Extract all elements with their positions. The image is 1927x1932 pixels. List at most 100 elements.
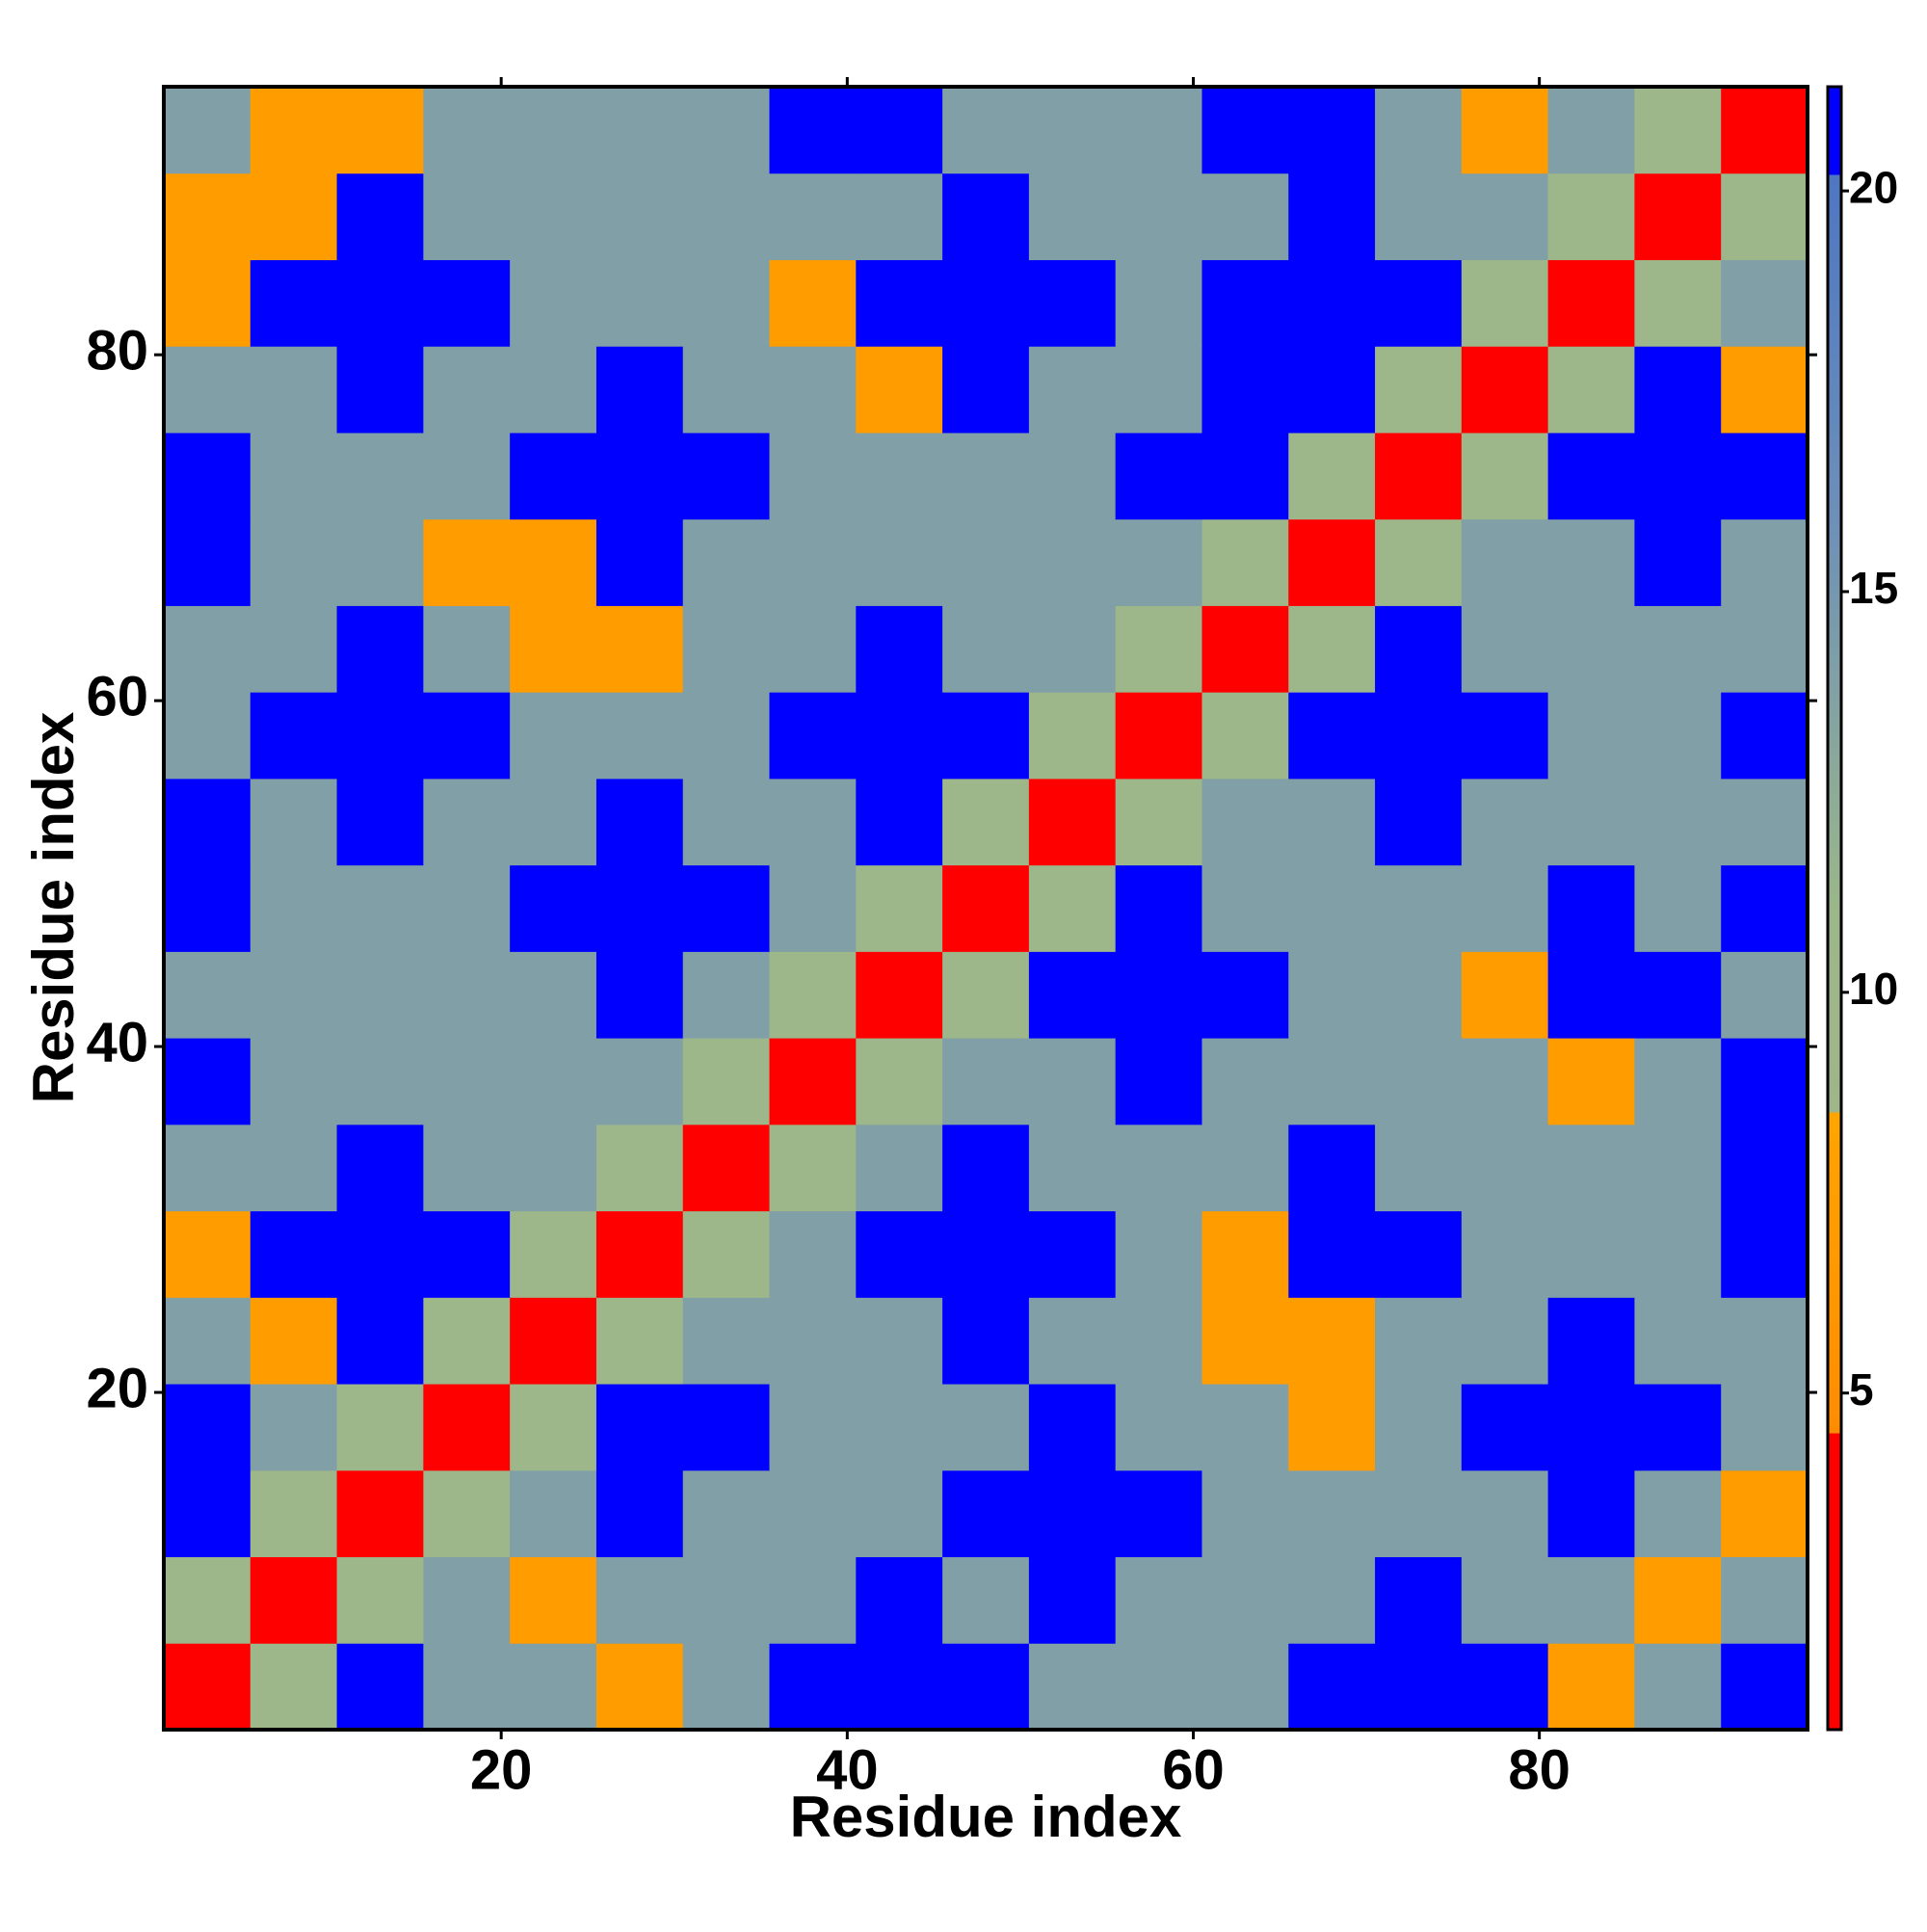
heatmap-cell: [1634, 259, 1722, 347]
heatmap-cell: [1288, 692, 1376, 780]
heatmap-cell: [1288, 172, 1376, 260]
heatmap-cell: [595, 172, 684, 260]
heatmap-cell: [1461, 1643, 1549, 1731]
heatmap-cell: [1201, 605, 1289, 693]
heatmap-cell: [856, 432, 943, 520]
heatmap-cell: [336, 1038, 424, 1125]
heatmap-cell: [1288, 1038, 1376, 1125]
heatmap-cell: [336, 605, 424, 693]
colorbar-tick-label: 15: [1849, 563, 1898, 613]
heatmap-cell: [856, 1469, 943, 1558]
heatmap-cell: [942, 951, 1030, 1039]
heatmap-cell: [1721, 1384, 1808, 1471]
heatmap-cell: [769, 1210, 857, 1298]
heatmap-cell: [1721, 432, 1808, 520]
heatmap-cell: [769, 1643, 857, 1731]
heatmap-cell: [1115, 951, 1202, 1039]
heatmap-cell: [1461, 1124, 1549, 1212]
heatmap-cell: [336, 172, 424, 260]
heatmap-cell: [1634, 1643, 1722, 1731]
heatmap-cell: [595, 1210, 684, 1298]
heatmap-cell: [336, 1210, 424, 1298]
heatmap-cell: [682, 87, 771, 174]
heatmap-cell: [1115, 1124, 1202, 1212]
heatmap-cell: [423, 1038, 511, 1125]
heatmap-cell: [595, 1297, 684, 1385]
heatmap-cell: [682, 172, 771, 260]
heatmap-cell: [769, 1384, 857, 1471]
heatmap-cell: [1115, 259, 1202, 347]
y-tick-label: 80: [86, 320, 148, 383]
heatmap-cell: [1547, 1038, 1635, 1125]
heatmap-cell: [336, 259, 424, 347]
heatmap-cell: [769, 518, 857, 606]
heatmap-cell: [1721, 87, 1808, 174]
heatmap-cell: [1721, 951, 1808, 1039]
heatmap-cell: [1634, 951, 1722, 1039]
heatmap-cell: [856, 1643, 943, 1731]
heatmap-cell: [1547, 778, 1635, 866]
heatmap-cell: [1201, 1210, 1289, 1298]
heatmap-cell: [769, 172, 857, 260]
heatmap-cell: [250, 605, 338, 693]
heatmap-cell: [595, 605, 684, 693]
heatmap-cell: [595, 951, 684, 1039]
x-tick-label: 40: [816, 1738, 879, 1801]
heatmap-cell: [1201, 1384, 1289, 1471]
heatmap-cell: [1547, 518, 1635, 606]
heatmap-cell: [164, 1297, 251, 1385]
heatmap-cell: [423, 518, 511, 606]
y-tick-label: 40: [86, 1011, 148, 1073]
heatmap-cell: [336, 346, 424, 434]
heatmap-cell: [336, 432, 424, 520]
heatmap-cell: [1028, 605, 1117, 693]
heatmap-cell: [1028, 87, 1117, 174]
heatmap-cell: [1288, 87, 1376, 174]
heatmap-cell: [250, 346, 338, 434]
heatmap-cell: [164, 692, 251, 780]
heatmap-cell: [1115, 432, 1202, 520]
heatmap-cell: [769, 1556, 857, 1644]
heatmap-cell: [1547, 1297, 1635, 1385]
heatmap-cell: [1547, 605, 1635, 693]
heatmap-cell: [336, 1297, 424, 1385]
heatmap-cell: [1115, 1297, 1202, 1385]
heatmap-cell: [595, 518, 684, 606]
heatmap-cell: [942, 605, 1030, 693]
heatmap-cell: [1547, 1643, 1635, 1731]
heatmap-cell: [1201, 864, 1289, 952]
heatmap-cell: [682, 1297, 771, 1385]
heatmap-cell: [1461, 1469, 1549, 1558]
heatmap-cell: [1461, 1210, 1549, 1298]
heatmap-cell: [682, 1038, 771, 1125]
heatmap-cell: [423, 951, 511, 1039]
heatmap-cell: [942, 172, 1030, 260]
heatmap-cell: [423, 432, 511, 520]
heatmap-cell: [1721, 1124, 1808, 1212]
heatmap-cell: [682, 1124, 771, 1212]
y-tick-label: 20: [86, 1357, 148, 1419]
heatmap-cell: [682, 1210, 771, 1298]
heatmap-cell: [1547, 1384, 1635, 1471]
heatmap-cell: [1634, 172, 1722, 260]
heatmap-cell: [423, 1210, 511, 1298]
heatmap-cell: [1201, 1556, 1289, 1644]
heatmap-cell: [336, 864, 424, 952]
colorbar-tick-label: 5: [1849, 1364, 1874, 1415]
heatmap-cell: [856, 172, 943, 260]
heatmap-cell: [942, 87, 1030, 174]
heatmap-cell: [942, 864, 1030, 952]
heatmap-cell: [164, 1124, 251, 1212]
heatmap-cell: [1547, 346, 1635, 434]
heatmap-cell: [1288, 259, 1376, 347]
heatmap-cell: [510, 1124, 597, 1212]
heatmap-cell: [1115, 172, 1202, 260]
x-axis-title: Residue index: [790, 1785, 1182, 1849]
heatmap-cell: [1721, 259, 1808, 347]
heatmap-cell: [769, 864, 857, 952]
heatmap-cell: [1721, 172, 1808, 260]
heatmap-cell: [942, 1643, 1030, 1731]
heatmap-cell: [856, 1556, 943, 1644]
heatmap-cell: [164, 1038, 251, 1125]
heatmap-cell: [1634, 432, 1722, 520]
